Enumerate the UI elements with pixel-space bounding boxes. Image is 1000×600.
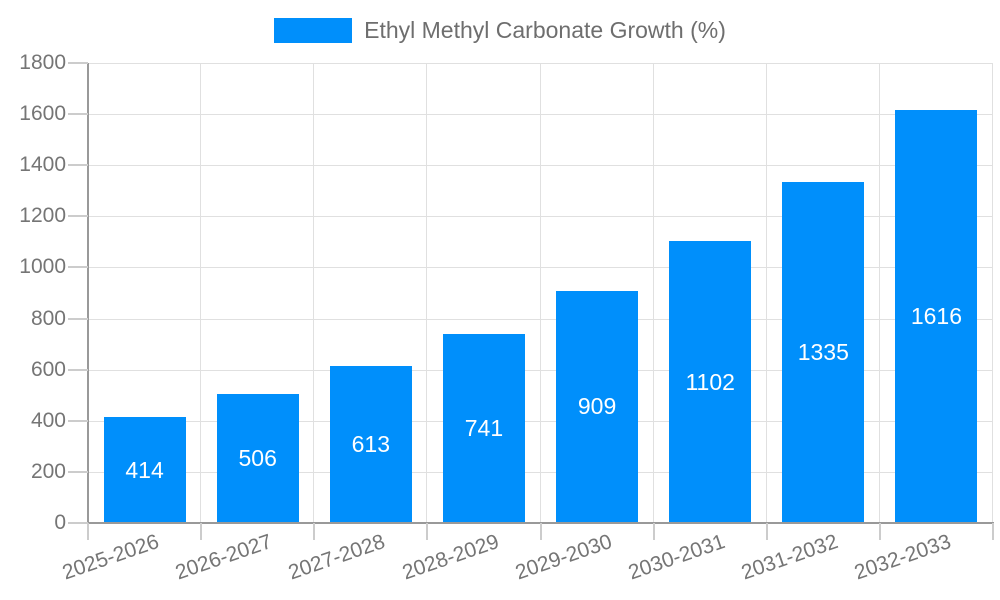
x-axis-tick — [765, 523, 768, 540]
x-axis-tick — [992, 523, 994, 540]
bar-value-label: 909 — [577, 393, 617, 420]
y-axis-tick-label: 1400 — [19, 153, 66, 177]
y-axis-tick — [68, 368, 88, 371]
v-gridline — [878, 63, 880, 523]
legend-label: Ethyl Methyl Carbonate Growth (%) — [364, 17, 726, 43]
h-gridline — [88, 63, 993, 64]
bar: 414 — [103, 417, 186, 523]
legend-item[interactable]: Ethyl Methyl Carbonate Growth (%) — [0, 18, 1000, 43]
y-axis-tick-label: 600 — [30, 357, 66, 381]
h-gridline — [88, 471, 993, 473]
bar: 1616 — [895, 110, 978, 523]
x-axis-tick-label: 2030-2031 — [625, 530, 728, 585]
plot-area: 414 506 613 741 909 1102 1335 1616 — [88, 63, 993, 523]
h-gridline — [88, 420, 993, 422]
v-gridline — [539, 63, 541, 523]
y-axis-tick-label: 200 — [30, 459, 66, 483]
bar: 506 — [216, 393, 299, 523]
x-axis-tick-label: 2032-2033 — [851, 530, 954, 585]
v-gridline — [426, 63, 428, 523]
y-axis-tick-label: 0 — [54, 511, 66, 534]
bar: 909 — [556, 290, 639, 523]
x-axis-tick — [652, 523, 655, 540]
v-gridline — [313, 63, 315, 523]
y-axis-tick-label: 1800 — [19, 51, 66, 74]
x-axis-tick — [87, 523, 89, 540]
bar: 741 — [442, 333, 525, 523]
y-axis-tick — [68, 215, 88, 218]
y-axis-tick-label: 400 — [30, 408, 66, 432]
y-axis-tick — [68, 317, 88, 320]
x-axis-tick-label: 2031-2032 — [738, 530, 841, 585]
v-gridline — [992, 63, 993, 523]
h-gridline — [88, 369, 993, 371]
bar: 1102 — [669, 241, 752, 523]
x-axis-tick — [878, 523, 881, 540]
y-axis-tick-label: 800 — [30, 306, 66, 330]
bar: 613 — [329, 366, 412, 523]
bar-value-label: 414 — [125, 456, 164, 483]
y-axis-tick — [68, 113, 88, 116]
v-gridline — [200, 63, 202, 523]
x-axis-tick — [426, 523, 429, 540]
bar-value-label: 506 — [238, 444, 277, 471]
h-gridline — [88, 318, 993, 320]
v-gridline — [652, 63, 654, 523]
y-axis-tick — [68, 522, 88, 524]
x-axis-tick — [539, 523, 542, 540]
v-gridline — [765, 63, 767, 523]
y-axis-tick-label: 1200 — [19, 204, 66, 228]
bar-value-label: 741 — [464, 414, 504, 441]
h-gridline — [88, 216, 993, 218]
y-axis-tick — [68, 419, 88, 422]
bar-value-label: 1102 — [685, 368, 735, 395]
x-axis-tick-label: 2027-2028 — [285, 530, 389, 585]
y-axis-tick — [68, 266, 88, 269]
h-gridline — [88, 114, 993, 116]
y-axis-tick — [68, 470, 88, 473]
x-axis-tick-label: 2026-2027 — [172, 530, 276, 585]
y-axis-tick — [68, 62, 88, 64]
x-axis-tick-label: 2028-2029 — [398, 530, 502, 585]
y-axis-tick-label: 1000 — [19, 255, 66, 279]
h-gridline — [88, 165, 993, 167]
legend-swatch — [274, 18, 353, 43]
h-gridline — [88, 267, 993, 269]
x-axis-tick-label: 2025-2026 — [59, 530, 163, 585]
y-axis-tick-label: 1600 — [19, 102, 66, 126]
bar-value-label: 1335 — [797, 338, 849, 365]
x-axis-tick — [200, 523, 203, 540]
bar: 1335 — [782, 181, 865, 523]
y-axis-tick — [68, 164, 88, 167]
x-axis-tick-label: 2029-2030 — [512, 530, 615, 585]
bar-value-label: 1616 — [910, 303, 963, 330]
x-axis-tick — [313, 523, 316, 540]
bar-value-label: 613 — [351, 431, 390, 458]
y-axis-line — [87, 63, 89, 523]
